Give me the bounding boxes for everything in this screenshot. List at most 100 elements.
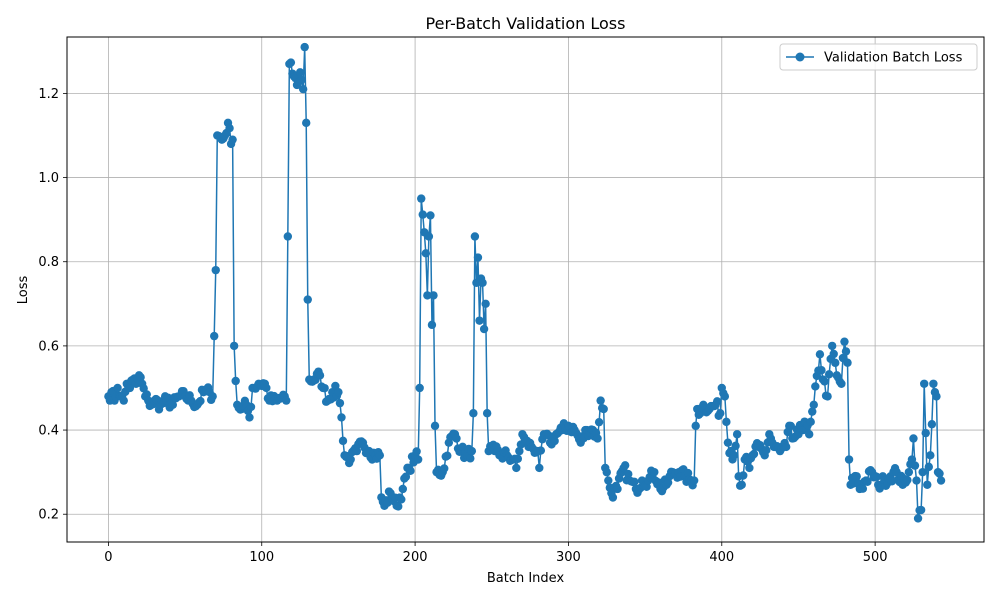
data-point	[916, 505, 926, 515]
grid	[67, 37, 984, 542]
x-tick-label: 500	[863, 550, 888, 565]
data-point	[827, 341, 837, 351]
data-point	[397, 495, 406, 504]
data-point	[125, 383, 135, 393]
legend: Validation Batch Loss	[779, 43, 978, 71]
data-point	[282, 396, 291, 405]
data-point	[872, 472, 881, 482]
data-point	[337, 413, 346, 422]
data-point	[475, 316, 484, 325]
data-point	[398, 484, 408, 494]
data-point	[929, 379, 938, 388]
data-point	[231, 376, 240, 386]
data-point	[512, 463, 521, 473]
data-point	[923, 480, 932, 489]
legend-label: Validation Batch Loss	[824, 51, 963, 66]
data-point	[412, 447, 421, 456]
data-point	[620, 461, 630, 470]
data-point	[469, 409, 478, 418]
data-point	[858, 484, 868, 493]
data-point	[843, 358, 852, 367]
data-point	[302, 118, 311, 128]
data-point	[650, 467, 659, 477]
data-point	[119, 396, 128, 405]
data-point	[903, 475, 912, 485]
data-point	[918, 467, 927, 477]
data-point	[593, 434, 602, 443]
data-point	[926, 451, 935, 460]
data-point	[430, 421, 440, 431]
data-point	[720, 392, 730, 401]
data-point	[739, 471, 748, 480]
data-point	[613, 484, 622, 494]
data-point	[427, 320, 437, 330]
data-point	[478, 278, 487, 287]
data-point	[320, 383, 329, 393]
data-point	[211, 265, 220, 275]
legend-box	[779, 43, 978, 71]
data-point	[467, 446, 477, 456]
data-point	[932, 392, 941, 401]
y-tick-label: 1.2	[38, 87, 59, 102]
data-point	[246, 402, 256, 412]
data-point	[331, 381, 340, 391]
data-point	[912, 476, 921, 485]
data-point	[824, 370, 834, 379]
data-point	[829, 349, 838, 359]
data-point	[608, 493, 618, 502]
data-point	[424, 232, 434, 241]
y-axis-title: Loss	[16, 276, 31, 305]
data-point	[535, 463, 544, 473]
data-point	[663, 478, 673, 487]
data-point	[406, 466, 415, 476]
data-point	[808, 407, 817, 416]
data-point	[452, 434, 461, 443]
y-tick-label: 0.2	[38, 508, 59, 523]
y-axis: 0.2 0.4 0.6 0.8 1.0 1.2	[38, 87, 67, 523]
legend-marker	[795, 52, 805, 62]
data-point	[550, 436, 559, 446]
data-point	[935, 469, 944, 478]
data-point	[737, 480, 746, 489]
data-point	[352, 446, 362, 456]
data-point	[689, 476, 699, 485]
data-point	[421, 249, 431, 258]
data-point	[841, 347, 851, 356]
y-tick-label: 0.4	[38, 424, 59, 439]
data-point	[513, 454, 523, 463]
x-axis: 0 100 200 300 400 500	[104, 542, 888, 565]
data-point	[840, 337, 849, 346]
data-point	[722, 417, 731, 427]
data-point	[806, 417, 815, 427]
data-point	[921, 428, 930, 438]
data-point	[334, 387, 343, 397]
data-point	[113, 383, 122, 393]
data-point	[315, 371, 325, 380]
data-point	[443, 451, 452, 460]
data-point	[283, 232, 293, 241]
data-point	[920, 379, 929, 388]
data-point	[515, 446, 524, 456]
data-point	[804, 430, 814, 439]
data-point	[418, 210, 427, 219]
data-point	[602, 468, 611, 477]
data-point	[196, 396, 205, 406]
data-point	[745, 463, 754, 473]
data-point	[466, 454, 475, 463]
data-point	[423, 291, 432, 300]
data-point	[749, 449, 759, 459]
data-point	[729, 451, 739, 460]
data-point	[415, 383, 424, 393]
data-point	[208, 392, 217, 401]
data-point	[786, 421, 795, 431]
data-point	[482, 409, 492, 418]
x-tick-label: 400	[709, 550, 734, 565]
data-point	[811, 382, 820, 391]
data-point	[375, 451, 385, 460]
y-tick-label: 1.0	[38, 171, 59, 186]
data-point	[927, 420, 937, 429]
data-point	[300, 42, 309, 52]
data-point	[470, 232, 480, 241]
data-point	[913, 514, 923, 523]
